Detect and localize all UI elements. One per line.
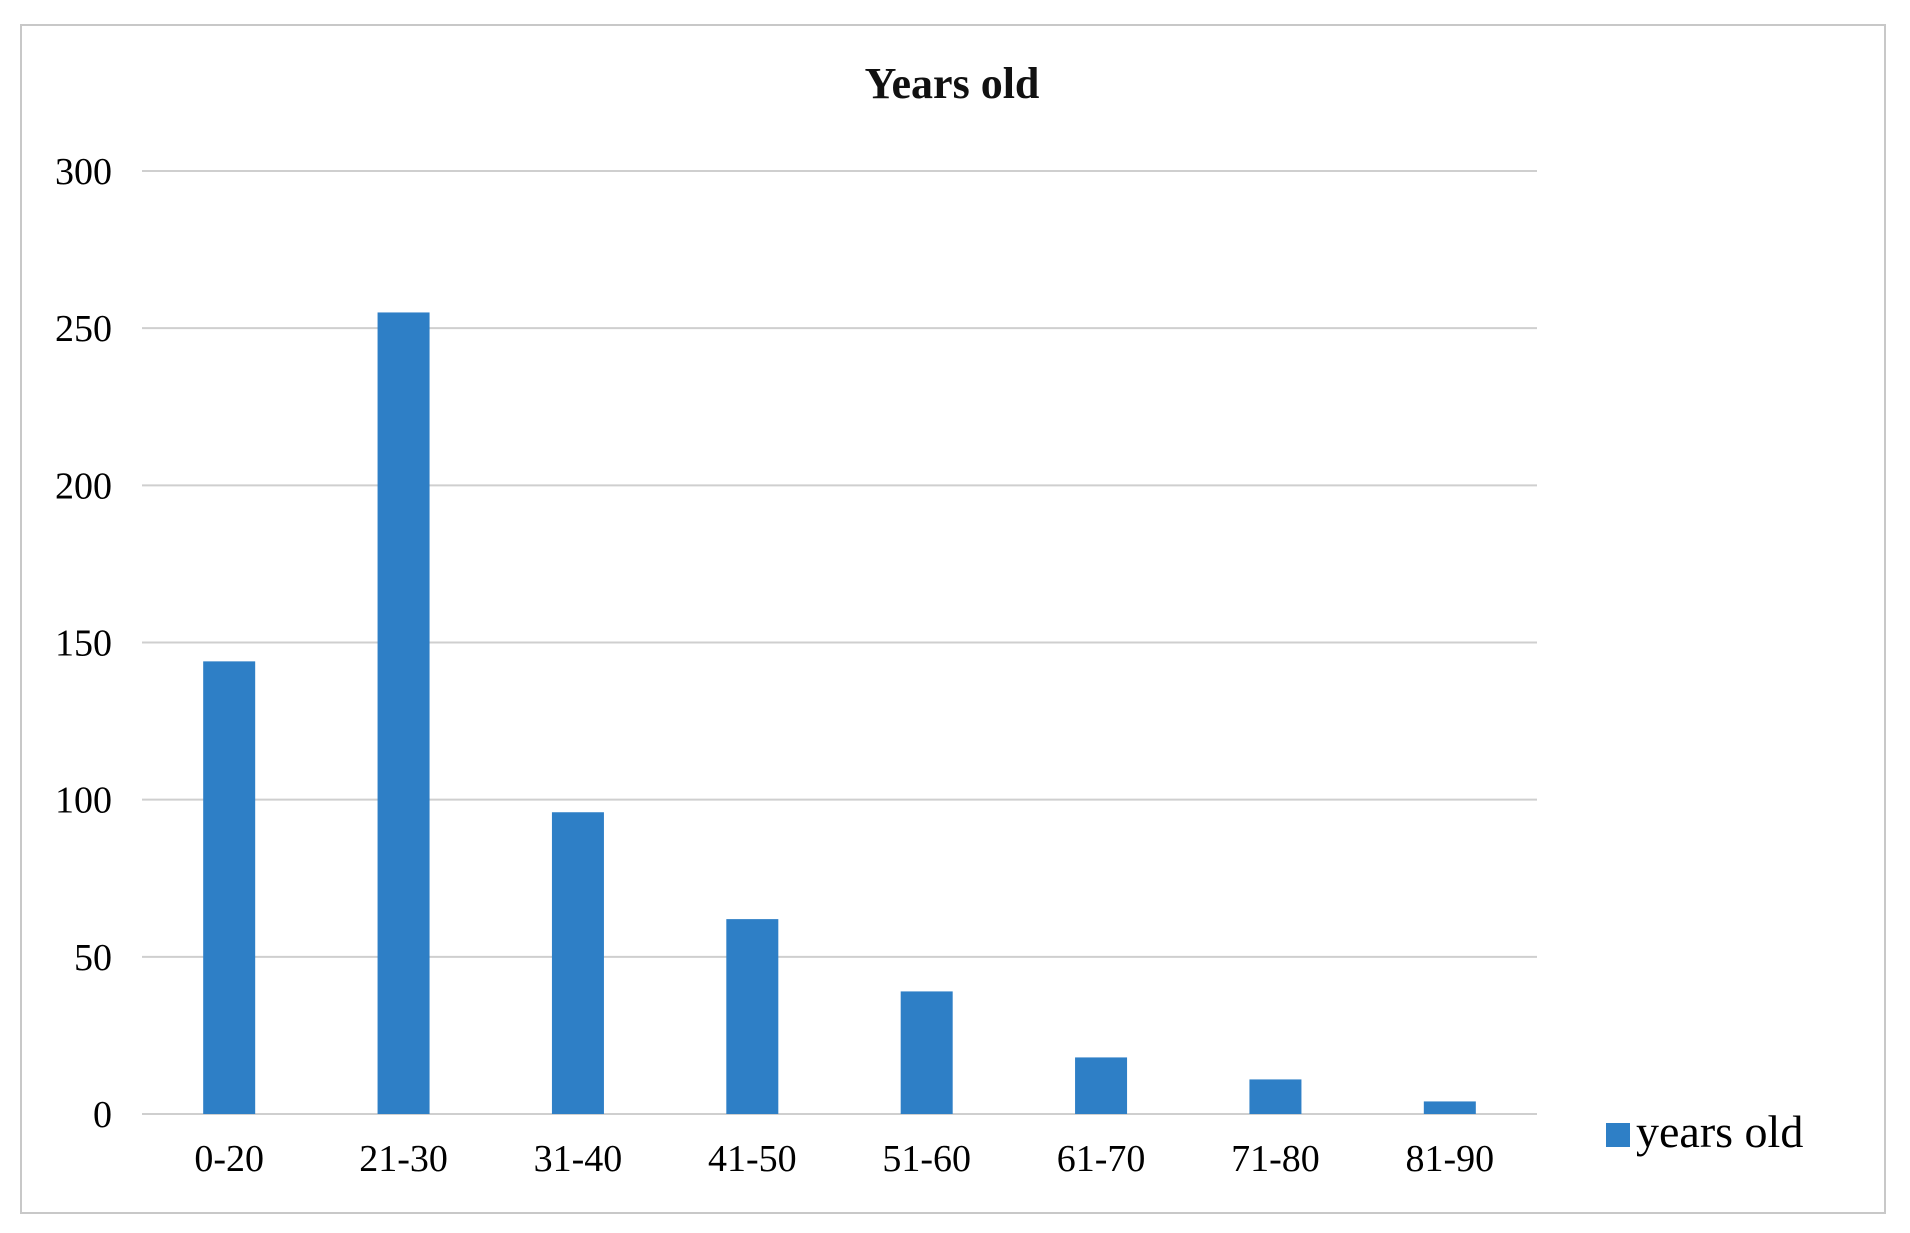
bar-41-50	[726, 919, 779, 1114]
bar-21-30	[377, 312, 430, 1114]
bar-0-20	[203, 661, 256, 1114]
y-tick-label: 100	[55, 780, 112, 822]
y-tick-label: 200	[55, 465, 112, 507]
bar-51-60	[900, 991, 953, 1114]
y-axis-ticks: 0 50 100 150 200 250 300	[55, 151, 112, 1136]
bar-61-70	[1075, 1057, 1128, 1114]
y-tick-label: 50	[74, 937, 112, 979]
x-tick-label: 51-60	[882, 1138, 971, 1180]
chart-frame: Years old 0 50 100 150 200 250 300 0-20 21-30 31…	[20, 24, 1886, 1214]
x-tick-label: 21-30	[359, 1138, 448, 1180]
y-tick-label: 150	[55, 623, 112, 665]
x-tick-label: 71-80	[1231, 1138, 1320, 1180]
x-tick-label: 61-70	[1057, 1138, 1146, 1180]
bar-31-40	[551, 812, 604, 1114]
bar-71-80	[1249, 1079, 1302, 1114]
y-tick-label: 250	[55, 308, 112, 350]
legend-swatch	[1606, 1123, 1630, 1147]
gridlines	[142, 170, 1537, 1115]
bar-81-90	[1423, 1101, 1476, 1114]
legend-label: years old	[1636, 1106, 1803, 1157]
x-tick-label: 31-40	[534, 1138, 623, 1180]
legend: years old	[1606, 1106, 1803, 1157]
y-tick-label: 0	[93, 1094, 112, 1136]
bars	[203, 312, 1476, 1114]
y-tick-label: 300	[55, 151, 112, 193]
x-tick-label: 41-50	[708, 1138, 797, 1180]
x-tick-label: 0-20	[194, 1138, 264, 1180]
x-axis-ticks: 0-20 21-30 31-40 41-50 51-60 61-70 71-80 81-90	[194, 1138, 1494, 1180]
bar-chart: Years old 0 50 100 150 200 250 300 0-20 21-30 31…	[55, 59, 1803, 1180]
chart-title: Years old	[865, 59, 1040, 108]
x-tick-label: 81-90	[1405, 1138, 1494, 1180]
